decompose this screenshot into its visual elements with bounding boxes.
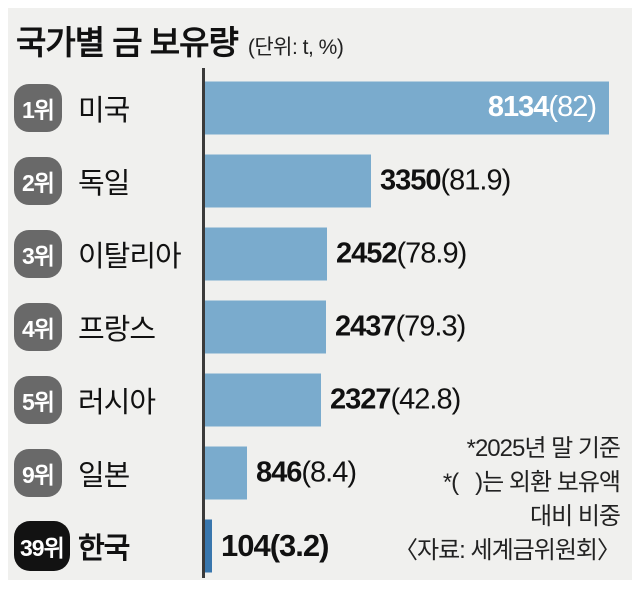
amount-label: 2452 [336, 237, 398, 269]
value-label: 3350(81.9) [380, 164, 512, 197]
bar [205, 446, 247, 499]
footnotes: *2025년 말 기준 *( )는 외환 보유액 대비 비중 〈자료: 세계금위… [394, 432, 621, 568]
rank-badge: 9위 [14, 448, 62, 497]
rank-badge: 5위 [14, 375, 62, 424]
share-label: (79.3) [395, 310, 467, 342]
value-label: 2327(42.8) [330, 383, 462, 416]
bar [205, 373, 321, 426]
footnote-ratio: 대비 비중 [530, 503, 621, 530]
share-label: (78.9) [396, 237, 468, 269]
axis-line [202, 68, 205, 578]
table-row: 9위 일본 846(8.4) [8, 436, 632, 509]
page-title: 국가별 금 보유량 [16, 24, 239, 61]
bar-rows: 1위 미국 8134(82) 2위 독일 3350(81.9) 3위 이탈리아 … [8, 71, 632, 582]
country-label: 프랑스 [78, 313, 156, 346]
amount-label: 2327 [330, 383, 392, 415]
bar [205, 300, 326, 353]
bar [205, 227, 327, 280]
table-row: 39위 한국 104(3.2) [8, 509, 632, 582]
rank-badge: 39위 [14, 520, 70, 571]
value-label: 104(3.2) [221, 527, 330, 564]
bar: 8134(82) [205, 81, 609, 134]
value-label: 8134(82) [487, 91, 597, 124]
bar [205, 154, 371, 207]
country-label: 한국 [78, 532, 130, 565]
share-label: (42.8) [390, 383, 462, 415]
footnote-basis: *2025년 말 기준 [466, 435, 621, 462]
country-label: 독일 [78, 167, 130, 200]
table-row: 1위 미국 8134(82) [8, 71, 632, 144]
table-row: 2위 독일 3350(81.9) [8, 144, 632, 217]
source-label: 〈자료: 세계금위원회〉 [394, 537, 621, 564]
rank-badge: 2위 [14, 156, 62, 205]
table-row: 3위 이탈리아 2452(78.9) [8, 217, 632, 290]
rank-badge: 3위 [14, 229, 62, 278]
chart-panel: 국가별 금 보유량 (단위: t, %) 1위 미국 8134(82) 2위 독일… [8, 8, 632, 580]
table-row: 4위 프랑스 2437(79.3) [8, 290, 632, 363]
amount-label: 3350 [380, 164, 442, 196]
country-label: 미국 [78, 94, 130, 127]
footnote-parenthesis: *( )는 외환 보유액 [442, 469, 621, 496]
amount-label: 8134 [487, 91, 550, 123]
unit-label: (단위: t, %) [247, 36, 344, 59]
share-label: (3.2) [269, 527, 330, 563]
rank-badge: 1위 [14, 83, 62, 132]
share-label: (8.4) [301, 456, 357, 488]
country-label: 일본 [78, 459, 130, 492]
bar [205, 519, 212, 572]
amount-label: 846 [256, 456, 302, 488]
country-label: 러시아 [78, 386, 156, 419]
value-label: 2452(78.9) [336, 237, 468, 270]
share-label: (82) [548, 91, 597, 123]
share-label: (81.9) [440, 164, 512, 196]
chart-header: 국가별 금 보유량 (단위: t, %) [16, 16, 344, 64]
value-label: 2437(79.3) [335, 310, 467, 343]
country-label: 이탈리아 [78, 240, 182, 273]
amount-label: 2437 [335, 310, 397, 342]
value-label: 846(8.4) [256, 456, 357, 489]
table-row: 5위 러시아 2327(42.8) [8, 363, 632, 436]
rank-badge: 4위 [14, 302, 62, 351]
amount-label: 104 [221, 527, 271, 563]
